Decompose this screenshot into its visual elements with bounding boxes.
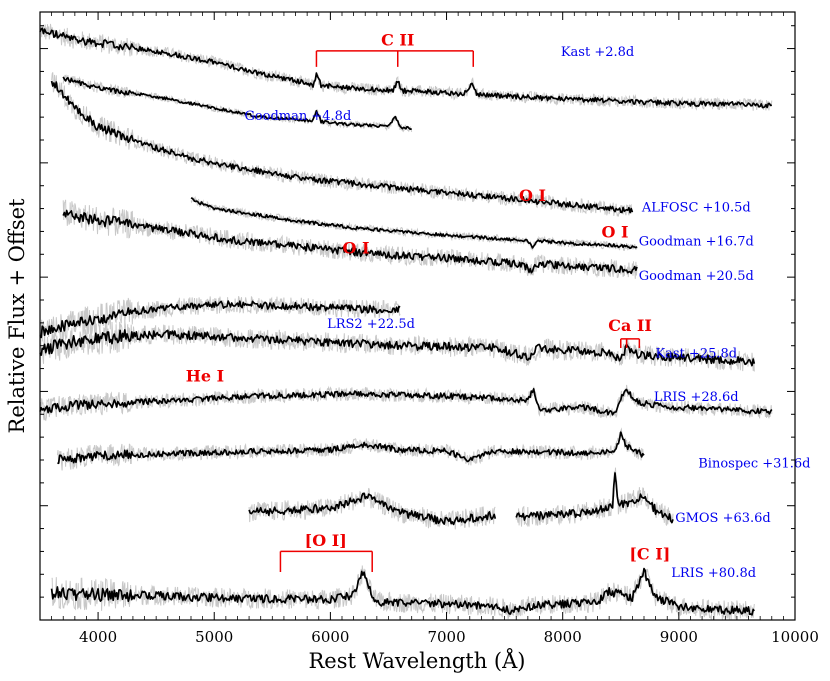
line-id-he-i-5: He I — [186, 366, 224, 385]
spectrum-kast-25-8d — [39, 329, 756, 367]
line-id-c-ii-0: C II — [381, 30, 414, 49]
raw-spectrum-goodman-20-5d — [62, 199, 638, 279]
spectrum-goodman-4-8d — [62, 76, 412, 131]
series-label-lrs2-22-5d: LRS2 +22.5d — [327, 317, 415, 332]
line-id-o-i-2: O I — [601, 222, 628, 241]
x-tick-label: 9000 — [660, 628, 698, 646]
series-label-gmos-63-6d: GMOS +63.6d — [675, 511, 771, 526]
x-tick-label: 4000 — [79, 628, 117, 646]
x-axis-label: Rest Wavelength (Å) — [308, 648, 525, 673]
bracket-c-ii-0 — [315, 50, 475, 67]
series-label-kast-2-8d: Kast +2.8d — [561, 45, 634, 60]
spectrum-binospec-31-6d — [57, 431, 645, 465]
axis-ticks: 4000 5000 6000 7000 8000 9000 10000 — [39, 12, 819, 646]
spectrum-lris-80-8d — [50, 567, 755, 616]
spectrum-kast-2-8d — [39, 27, 773, 109]
x-tick-label: 10000 — [771, 628, 819, 646]
spectrum-goodman-20-5d — [62, 209, 638, 275]
series-label-alfosc-10-5d: ALFOSC +10.5d — [641, 200, 751, 215]
plot-frame — [39, 11, 796, 621]
series-label-kast-25-8d: Kast +25.8d — [655, 347, 737, 362]
spectrum-alfosc-10-5d — [50, 80, 634, 214]
raw-spectrum-kast-2-8d — [39, 23, 773, 111]
raw-spectrum-goodman-4-8d — [62, 74, 413, 133]
spectrum-lris-28-6d — [39, 388, 773, 416]
line-id-o-i-1: O I — [519, 186, 546, 205]
spectrum-lrs2-22-5d — [39, 300, 401, 339]
series-label-lris-80-8d: LRIS +80.8d — [671, 566, 756, 581]
line-id-o-i-6: [O I] — [305, 531, 347, 550]
x-tick-label: 8000 — [544, 628, 582, 646]
series-label-layer: Kast +2.8d Goodman +4.8d ALFOSC +10.5d Good… — [244, 45, 810, 581]
x-tick-label: 6000 — [311, 628, 349, 646]
raw-spectrum-binospec-31-6d — [56, 427, 645, 471]
spectrum-gmos-63-6d — [248, 472, 674, 526]
line-identification-layer: C II O I O I O I Ca II He I [O I] [C I] — [186, 30, 670, 572]
line-id-o-i-3: O I — [342, 238, 369, 257]
series-label-lris-28-6d: LRIS +28.6d — [654, 390, 739, 405]
series-label-goodman-16-7d: Goodman +16.7d — [639, 235, 754, 250]
bracket-o-i-6 — [279, 550, 373, 572]
line-id-c-i-7: [C I] — [629, 545, 670, 564]
x-tick-label: 7000 — [427, 628, 465, 646]
y-axis-label: Relative Flux + Offset — [5, 198, 29, 434]
series-label-binospec-31-6d: Binospec +31.6d — [698, 456, 810, 471]
series-label-goodman-20-5d: Goodman +20.5d — [639, 269, 754, 284]
x-tick-label: 5000 — [195, 628, 233, 646]
series-label-goodman-4-8d: Goodman +4.8d — [244, 109, 351, 124]
bracket-ca-ii-4 — [620, 338, 641, 348]
smoothed-spectra-layer — [39, 27, 773, 616]
line-id-ca-ii-4: Ca II — [608, 316, 652, 335]
spectrum-goodman-16-7d — [190, 197, 638, 250]
